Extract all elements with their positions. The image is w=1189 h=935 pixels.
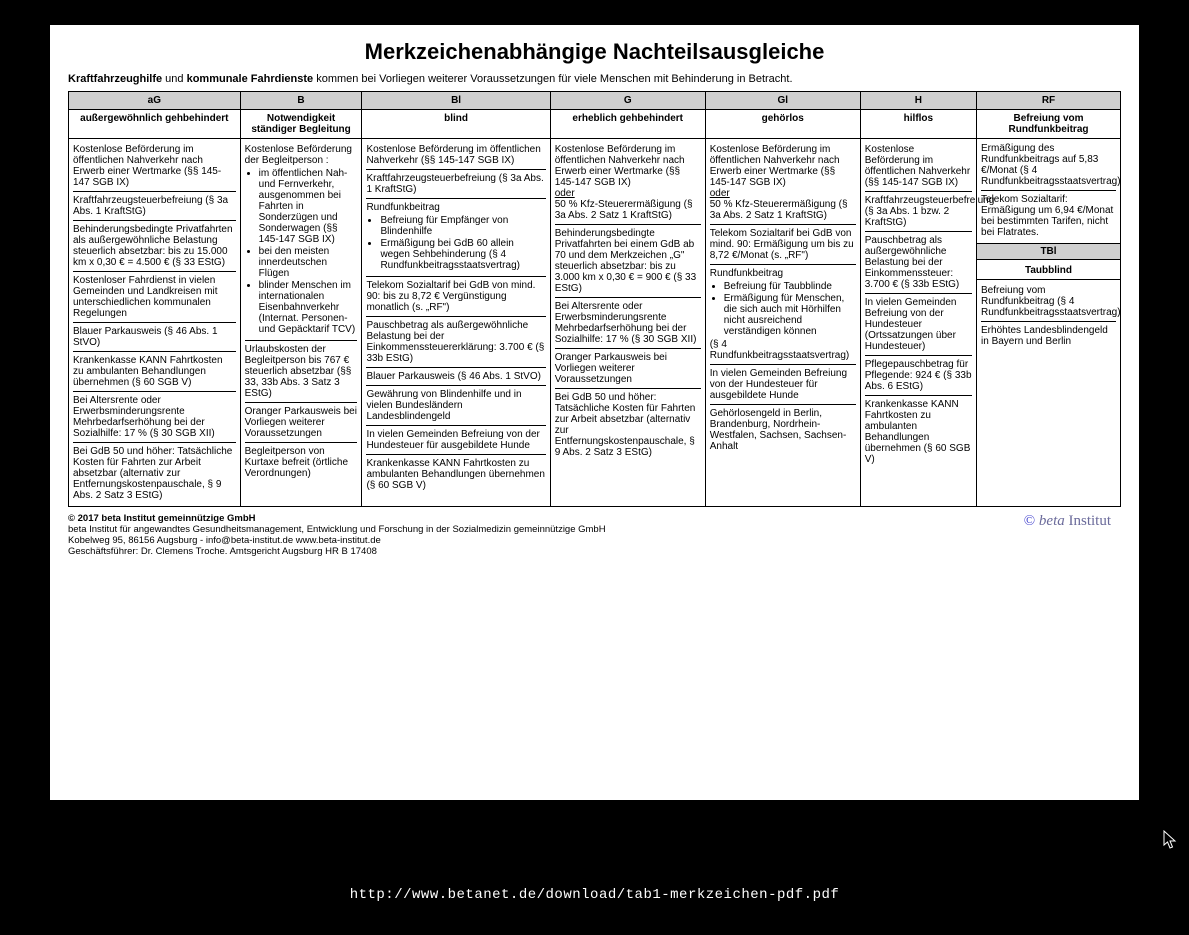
cell-h: Kostenlose Beförderung im öffentlichen N… — [860, 139, 976, 507]
col-code-g: G — [550, 92, 705, 110]
header-row-desc: außergewöhnlich gehbehindert Notwendigke… — [69, 110, 1121, 139]
col-desc-h: hilflos — [860, 110, 976, 139]
document-page: Merkzeichenabhängige Nachteilsausgleiche… — [50, 25, 1139, 800]
intro-text: Kraftfahrzeughilfe und kommunale Fahrdie… — [68, 73, 1121, 85]
page-title: Merkzeichenabhängige Nachteilsausgleiche — [68, 39, 1121, 65]
col-code-rf: RF — [977, 92, 1121, 110]
col-desc-g: erheblich gehbehindert — [550, 110, 705, 139]
url-display: http://www.betanet.de/download/tab1-merk… — [0, 887, 1189, 903]
col-desc-b: Notwendigkeit ständiger Begleitung — [240, 110, 362, 139]
col-code-bl: Bl — [362, 92, 550, 110]
beta-logo: © beta Institut — [1024, 513, 1111, 530]
cell-b: Kostenlose Beförderung der Begleitperson… — [240, 139, 362, 507]
col-code-ag: aG — [69, 92, 241, 110]
col-desc-ag: außergewöhnlich gehbehindert — [69, 110, 241, 139]
col-desc-gl: gehörlos — [705, 110, 860, 139]
cursor-icon — [1163, 830, 1177, 850]
col-code-gl: Gl — [705, 92, 860, 110]
header-row-codes: aG B Bl G Gl H RF — [69, 92, 1121, 110]
cell-bl: Kostenlose Beförderung im öffentlichen N… — [362, 139, 550, 507]
main-table: aG B Bl G Gl H RF außergewöhnlich gehbeh… — [68, 91, 1121, 507]
col-code-b: B — [240, 92, 362, 110]
cell-g: Kostenlose Beförderung im öffentlichen N… — [550, 139, 705, 507]
col-desc-bl: blind — [362, 110, 550, 139]
col-code-h: H — [860, 92, 976, 110]
cell-ag: Kostenlose Beförderung im öffentlichen N… — [69, 139, 241, 507]
col-desc-tbl: Taubblind — [977, 262, 1120, 280]
col-desc-rf: Befreiung vom Rundfunkbeitrag — [977, 110, 1121, 139]
footer: © 2017 beta Institut gemeinnützige GmbH … — [68, 513, 1121, 557]
cell-rf: Ermäßigung des Rundfunkbeitrags auf 5,83… — [977, 139, 1121, 507]
col-code-tbl: TBl — [977, 243, 1120, 260]
cell-gl: Kostenlose Beförderung im öffentlichen N… — [705, 139, 860, 507]
body-row: Kostenlose Beförderung im öffentlichen N… — [69, 139, 1121, 507]
